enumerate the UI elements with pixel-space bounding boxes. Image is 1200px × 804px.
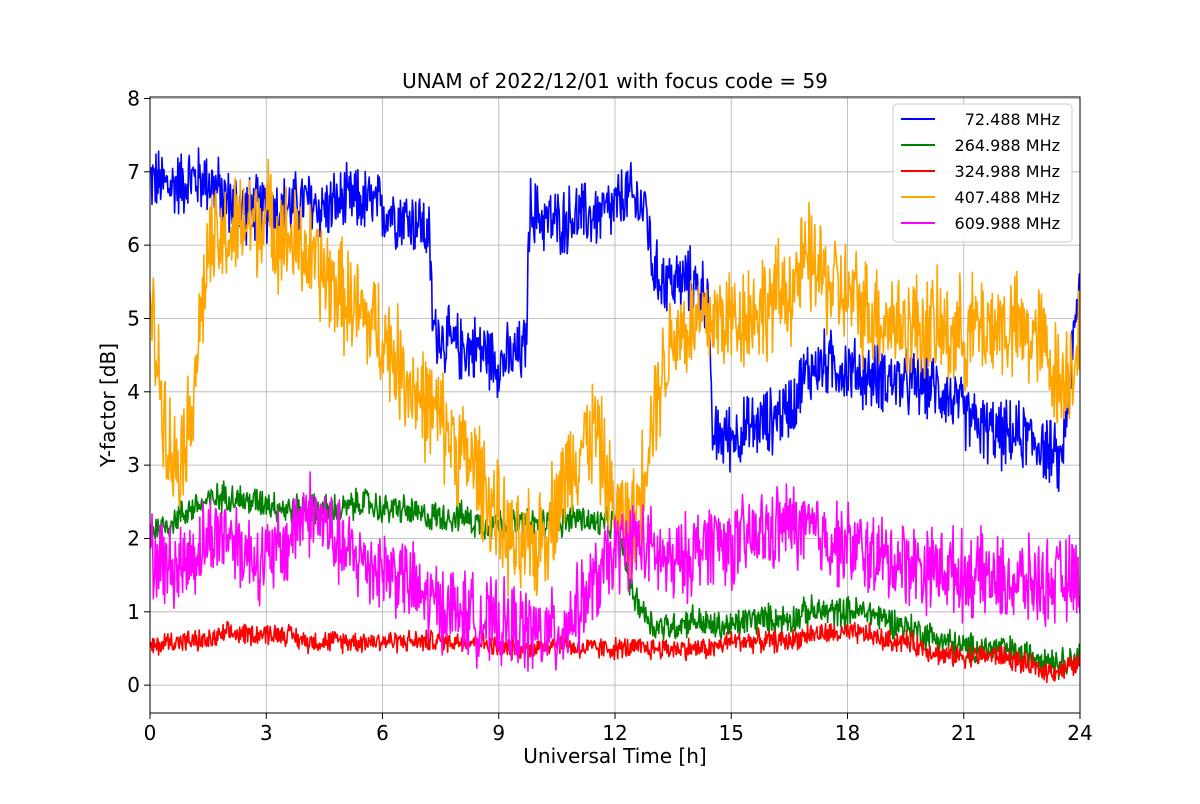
x-tick-label: 0 <box>144 721 157 745</box>
x-tick-label: 21 <box>951 721 976 745</box>
x-tick-label: 12 <box>602 721 627 745</box>
chart-title: UNAM of 2022/12/01 with focus code = 59 <box>402 69 828 93</box>
series-layer <box>150 147 1080 684</box>
legend-label: 407.488 MHz <box>955 188 1060 207</box>
y-tick-label: 4 <box>127 380 140 404</box>
y-tick-label: 8 <box>127 86 140 110</box>
y-axis-title: Y-factor [dB] <box>96 343 120 468</box>
x-tick-label: 15 <box>719 721 744 745</box>
y-tick-label: 2 <box>127 526 140 550</box>
x-tick-label: 24 <box>1067 721 1092 745</box>
legend-label: 609.988 MHz <box>955 214 1060 233</box>
y-tick-label: 5 <box>127 306 140 330</box>
x-tick-label: 18 <box>835 721 860 745</box>
legend-label: 72.488 MHz <box>965 110 1060 129</box>
y-tick-label: 1 <box>127 600 140 624</box>
x-axis-title: Universal Time [h] <box>523 744 706 768</box>
y-tick-label: 7 <box>127 160 140 184</box>
y-tick-label: 6 <box>127 233 140 257</box>
series-line-5 <box>150 471 1080 672</box>
legend-box <box>892 103 1073 243</box>
y-tick-label: 0 <box>127 673 140 697</box>
legend: 72.488 MHz 264.988 MHz 324.988 MHz 407.488 … <box>892 103 1073 243</box>
x-tick-label: 3 <box>260 721 273 745</box>
series-line-3 <box>150 620 1080 684</box>
legend-label: 264.988 MHz <box>955 136 1060 155</box>
x-tick-label: 6 <box>376 721 389 745</box>
series-line-1 <box>150 147 1080 492</box>
x-tick-label: 9 <box>492 721 505 745</box>
legend-label: 324.988 MHz <box>955 162 1060 181</box>
y-tick-label: 3 <box>127 453 140 477</box>
